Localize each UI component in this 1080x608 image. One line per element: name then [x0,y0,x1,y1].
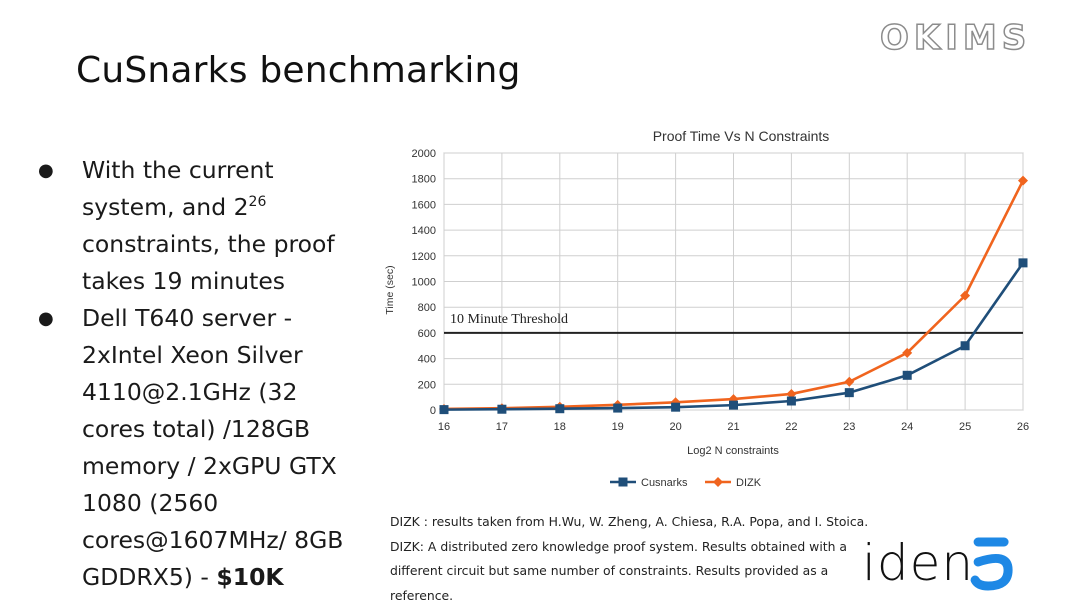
legend-label: DIZK [736,477,762,489]
threshold-label: 10 Minute Threshold [450,312,568,327]
y-tick-label: 200 [418,379,436,391]
data-point-cusnarks [497,404,507,414]
data-point-dizk [960,290,971,301]
okims-logo: OKIMS [879,17,1032,59]
bullet-item: ● Dell T640 server - 2xIntel Xeon Silver… [36,300,366,596]
x-tick-label: 22 [785,421,797,433]
data-point-cusnarks [613,403,623,413]
bullet-text: With the current system, and 2 [82,156,274,221]
y-tick-label: 1200 [412,251,436,263]
legend-item-cusnarks: Cusnarks [610,477,688,489]
chart-series [439,175,1028,415]
data-point-cusnarks [729,400,738,410]
x-tick-label: 21 [727,421,739,433]
proof-time-chart: Proof Time Vs N Constraints 0 200 400 600 80… [378,120,1038,500]
data-point-cusnarks [960,341,970,351]
data-point-cusnarks [439,405,449,415]
legend-swatch-marker [713,477,723,487]
iden3-logo: iden [862,534,1013,592]
x-tick-label: 19 [612,421,624,433]
data-point-dizk [786,388,797,399]
slide-title: CuSnarks benchmarking [76,50,521,91]
data-point-cusnarks [786,396,796,406]
bullet-list: ● With the current system, and 226 const… [36,152,366,596]
legend-label: Cusnarks [641,477,688,489]
y-tick-label: 600 [418,328,436,340]
bullet-marker: ● [38,160,54,181]
data-point-cusnarks [671,402,681,412]
y-tick-label: 800 [418,302,436,314]
x-tick-labels: 16 17 18 19 20 21 22 23 24 25 26 [438,421,1029,433]
chart-grid [443,152,1024,411]
x-tick-label: 16 [438,421,450,433]
data-point-dizk [902,347,913,358]
y-tick-label: 1600 [412,199,436,211]
footnote: DIZK : results taken from H.Wu, W. Zheng… [390,510,870,608]
bullet-price: $10K [216,563,284,591]
y-axis-label: Time (sec) [384,265,396,314]
y-tick-labels: 0 200 400 600 800 1000 1200 1400 1600 1800 2000 [412,148,436,417]
chart-legend: Cusnarks DIZK [610,477,762,489]
footnote-line-1: DIZK : results taken from H.Wu, W. Zheng… [390,514,869,529]
bullet-item: ● With the current system, and 226 const… [36,152,366,300]
bullet-text-continued: constraints, the proof takes 19 minutes [82,230,335,295]
data-point-cusnarks [902,370,912,380]
y-tick-label: 0 [430,405,436,417]
iden3-three-icon [970,537,1013,591]
x-tick-label: 18 [554,421,566,433]
iden3-logo-text: iden [862,534,974,592]
x-tick-label: 23 [843,421,855,433]
data-point-cusnarks [1018,258,1028,268]
chart-svg: Proof Time Vs N Constraints 0 200 400 600 80… [384,128,1029,489]
data-point-cusnarks [844,388,854,398]
bullet-text: Dell T640 server - 2xIntel Xeon Silver 4… [82,304,344,591]
x-tick-label: 20 [669,421,681,433]
data-point-dizk [844,376,855,387]
x-axis-label: Log2 N constraints [687,445,779,457]
y-tick-label: 400 [418,354,436,366]
bullet-marker: ● [38,308,54,329]
y-tick-label: 1800 [412,174,436,186]
x-tick-label: 24 [901,421,913,433]
x-tick-label: 17 [496,421,508,433]
series-cusnarks [439,258,1028,415]
y-tick-label: 1400 [412,225,436,237]
data-point-dizk [1018,175,1028,186]
legend-swatch-marker [618,477,628,487]
x-tick-label: 26 [1017,421,1029,433]
y-tick-label: 1000 [412,277,436,289]
legend-item-dizk: DIZK [705,477,762,489]
footnote-line-2: DIZK: A distributed zero knowledge proof… [390,538,848,603]
y-tick-label: 2000 [412,148,436,160]
bullet-superscript: 26 [248,194,267,211]
data-point-cusnarks [555,404,565,414]
x-tick-label: 25 [959,421,971,433]
chart-title: Proof Time Vs N Constraints [653,128,830,144]
